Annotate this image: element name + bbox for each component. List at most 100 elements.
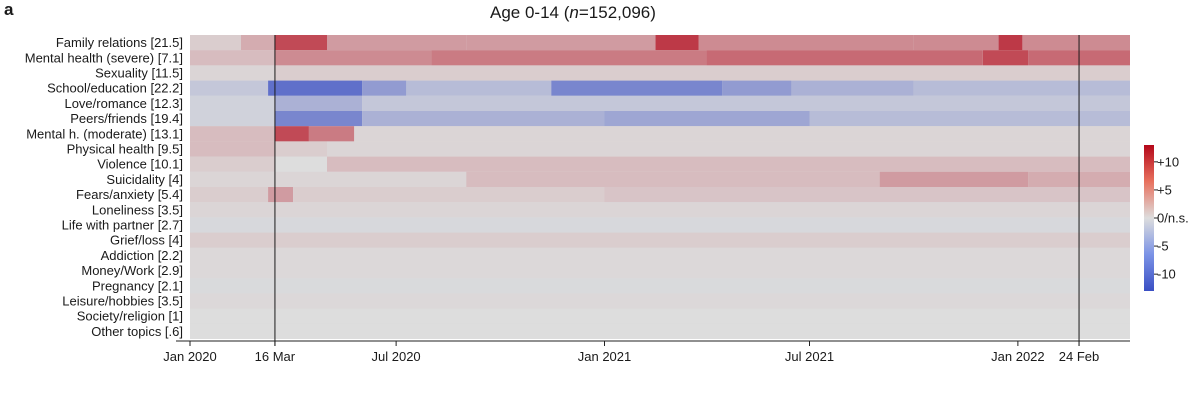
row-label: Pregnancy [2.1] — [92, 278, 183, 293]
heatmap-cell — [190, 111, 275, 127]
row-label: Family relations [21.5] — [56, 35, 183, 50]
heatmap-cell — [190, 187, 269, 203]
row-label: Other topics [.6] — [91, 324, 183, 339]
row-label: Leisure/hobbies [3.5] — [62, 294, 183, 309]
chart-title: Age 0-14 (n=152,096) — [490, 3, 656, 23]
heatmap-cell — [190, 278, 1130, 294]
heatmap-cell — [362, 80, 407, 96]
panel-letter: a — [4, 0, 14, 19]
heatmap-cell — [913, 35, 999, 51]
heatmap-cell — [879, 171, 1029, 187]
row-label: School/education [22.2] — [47, 81, 183, 96]
heatmap-cell — [274, 141, 327, 157]
heatmap-cell — [274, 95, 363, 111]
heatmap-cell — [190, 263, 1130, 279]
heatmap-cells — [190, 35, 1131, 339]
legend-tick-label: -10 — [1157, 267, 1176, 282]
row-label: Fears/anxiety [5.4] — [76, 187, 183, 202]
heatmap-cell — [466, 35, 656, 51]
heatmap-cell — [706, 50, 983, 66]
heatmap-cell — [431, 50, 707, 66]
x-tick-label: Jan 2022 — [991, 349, 1045, 364]
heatmap-cell — [190, 247, 1130, 263]
legend-tick-label: -5 — [1157, 239, 1169, 254]
row-label: Love/romance [12.3] — [64, 96, 183, 111]
heatmap-cell — [190, 141, 275, 157]
heatmap-cell — [604, 111, 810, 127]
row-label: Suicidality [4] — [106, 172, 183, 187]
heatmap-cell — [190, 35, 241, 51]
row-label: Physical health [9.5] — [67, 142, 183, 157]
heatmap-cell — [308, 126, 355, 142]
heatmap-cell — [998, 35, 1023, 51]
heatmap-cell — [190, 80, 269, 96]
row-label: Mental health (severe) [7.1] — [25, 50, 183, 65]
heatmap-cell — [406, 80, 552, 96]
row-label: Addiction [2.2] — [101, 248, 183, 263]
event-lines — [274, 35, 1080, 346]
row-label: Life with partner [2.7] — [62, 218, 183, 233]
heatmap-cell — [604, 187, 1130, 203]
heatmap-cell — [1022, 35, 1130, 51]
row-label: Loneliness [3.5] — [92, 202, 183, 217]
row-label: Violence [10.1] — [97, 157, 183, 172]
heatmap-cell — [982, 50, 1029, 66]
row-label: Money/Work [2.9] — [81, 263, 183, 278]
heatmap-cell — [241, 35, 275, 51]
x-tick-label: Jul 2021 — [785, 349, 834, 364]
heatmap-cell — [190, 323, 1130, 339]
x-tick-label: 24 Feb — [1059, 349, 1099, 364]
heatmap-cell — [274, 35, 327, 51]
heatmap-cell — [190, 156, 275, 172]
heatmap-cell — [809, 111, 1130, 127]
x-axis: Jan 2020 16 Mar Jul 2020 Jan 2021 Jul 2021 Ja… — [163, 340, 1130, 364]
heatmap-cell — [362, 111, 605, 127]
heatmap-cell — [327, 156, 1130, 172]
heatmap-cell — [274, 111, 363, 127]
chart-title-n-value: =152,096) — [578, 3, 656, 22]
heatmap-cell — [190, 293, 1130, 309]
x-tick-label: Jan 2020 — [163, 349, 217, 364]
heatmap-cell — [274, 126, 309, 142]
heatmap-cell — [268, 80, 363, 96]
heatmap-cell — [722, 80, 792, 96]
heatmap-cell — [327, 35, 467, 51]
legend-tick-label: +10 — [1157, 154, 1179, 169]
x-tick-label: Jan 2021 — [578, 349, 632, 364]
heatmap-cell — [190, 95, 275, 111]
legend-tick-label: 0/n.s. — [1157, 211, 1189, 226]
color-legend: +10 +5 0/n.s. -5 -10 — [1144, 145, 1189, 291]
x-tick-label: Jul 2020 — [372, 349, 421, 364]
heatmap-cell — [190, 217, 1130, 233]
chart-title-n-symbol: n — [569, 3, 579, 22]
heatmap-cell — [327, 141, 1130, 157]
color-legend-bar — [1144, 145, 1154, 291]
heatmap-cell — [190, 126, 275, 142]
heatmap-cell — [354, 126, 1130, 142]
heatmap-cell — [190, 308, 1130, 324]
heatmap-cell — [190, 232, 1130, 248]
heatmap-cell — [913, 80, 1130, 96]
row-label: Mental h. (moderate) [13.1] — [26, 126, 183, 141]
row-labels: Family relations [21.5]Mental health (se… — [25, 35, 183, 339]
legend-tick-label: +5 — [1157, 182, 1172, 197]
heatmap-cell — [293, 187, 605, 203]
heatmap-cell — [466, 171, 880, 187]
row-label: Sexuality [11.5] — [95, 66, 183, 81]
heatmap-cell — [190, 171, 467, 187]
x-tick-label: 16 Mar — [255, 349, 296, 364]
heatmap-cell — [551, 80, 723, 96]
heatmap-cell — [274, 50, 432, 66]
chart-title-prefix: Age 0-14 ( — [490, 3, 570, 22]
heatmap-cell — [268, 187, 293, 203]
heatmap-cell — [190, 50, 275, 66]
heatmap-cell — [190, 65, 275, 81]
heatmap-cell — [655, 35, 699, 51]
heatmap-cell — [190, 202, 1130, 218]
row-label: Grief/loss [4] — [110, 233, 183, 248]
heatmap-cell — [274, 156, 327, 172]
heatmap-cell — [274, 65, 1130, 81]
row-label: Peers/friends [19.4] — [70, 111, 183, 126]
row-label: Society/religion [1] — [77, 309, 183, 324]
